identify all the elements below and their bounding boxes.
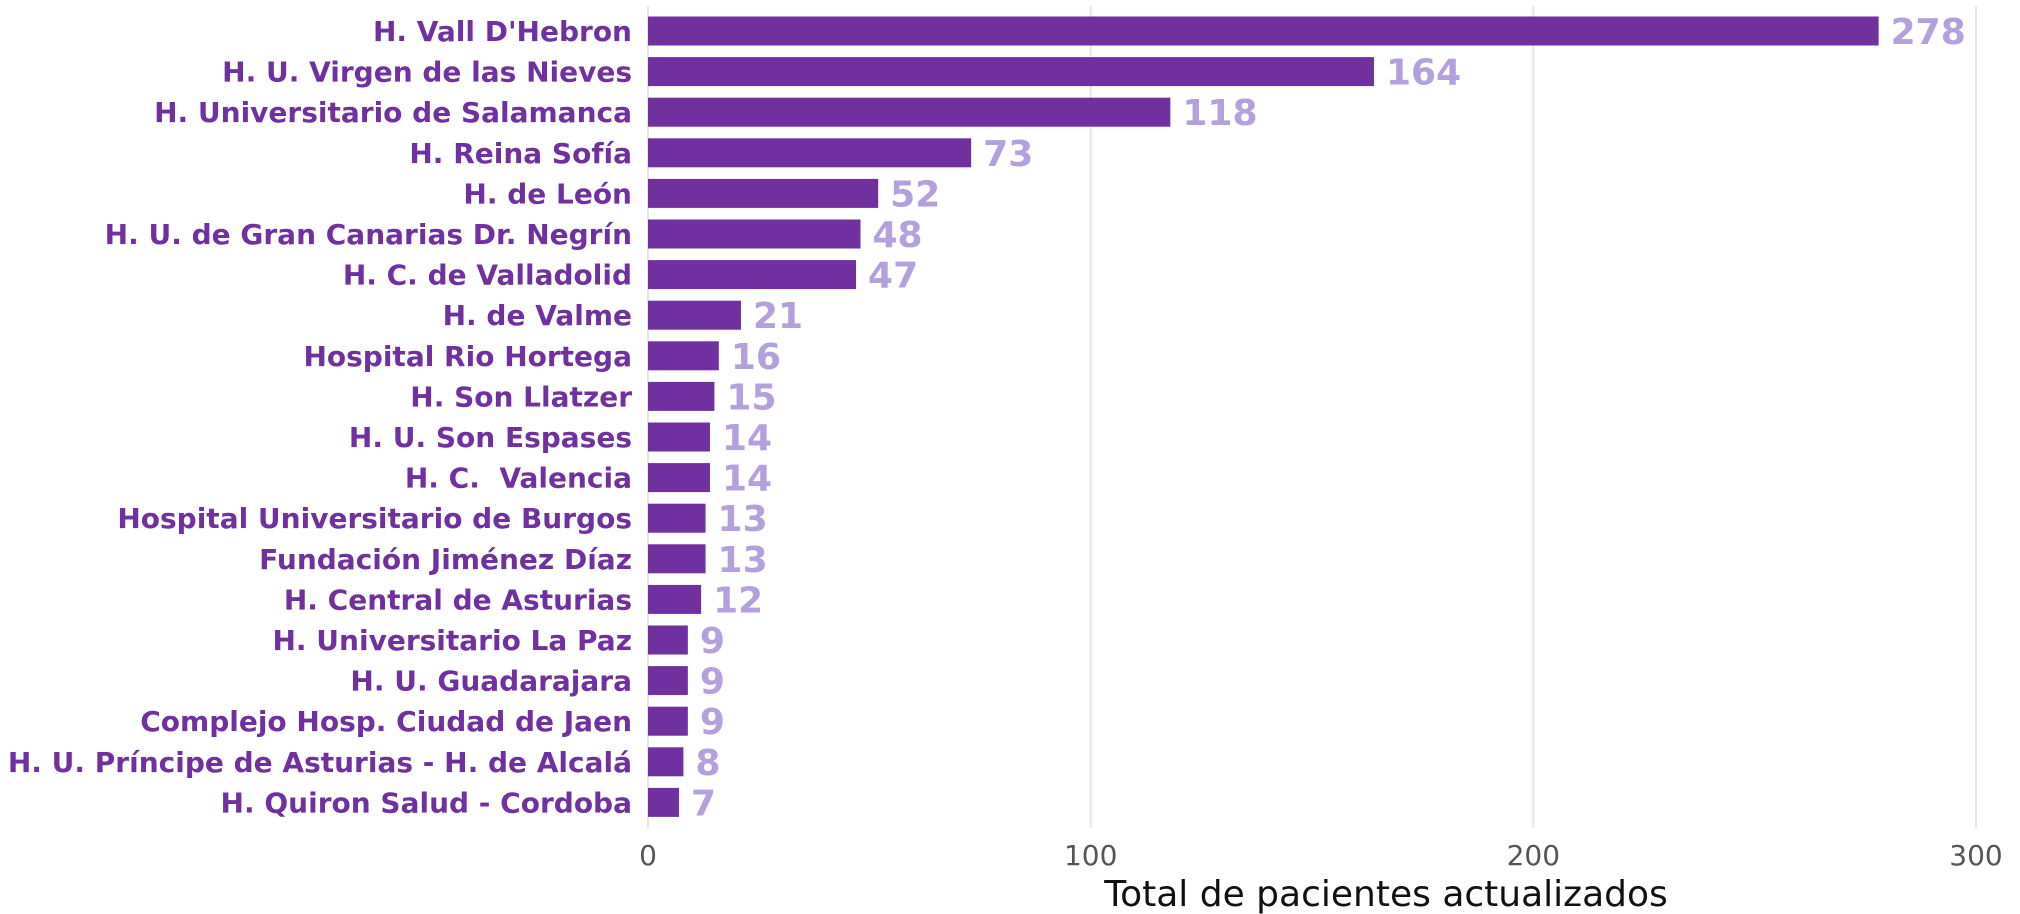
- category-label-2: H. Universitario de Salamanca: [154, 96, 632, 129]
- bar-9: [648, 381, 715, 411]
- category-label-18: H. U. Príncipe de Asturias - H. de Alcal…: [8, 746, 632, 779]
- bar-11: [648, 463, 710, 493]
- category-label-19: H. Quiron Salud - Cordoba: [221, 786, 632, 819]
- value-label-5: 48: [872, 215, 922, 256]
- x-tick-label-0: 0: [639, 839, 657, 872]
- category-label-7: H. de Valme: [443, 299, 632, 332]
- value-label-3: 73: [983, 134, 1033, 175]
- bar-2: [648, 97, 1171, 127]
- value-label-19: 7: [691, 783, 716, 824]
- x-tick-label-1: 100: [1064, 839, 1117, 872]
- category-label-14: H. Central de Asturias: [284, 583, 632, 616]
- value-label-13: 13: [718, 540, 768, 581]
- bars: [648, 16, 1879, 817]
- value-label-7: 21: [753, 296, 803, 337]
- bar-14: [648, 584, 702, 614]
- category-label-1: H. U. Virgen de las Nieves: [222, 56, 632, 89]
- value-label-1: 164: [1386, 53, 1461, 94]
- value-label-11: 14: [722, 459, 772, 500]
- bar-0: [648, 16, 1879, 46]
- bar-7: [648, 300, 741, 330]
- value-label-2: 118: [1182, 93, 1257, 134]
- category-label-5: H. U. de Gran Canarias Dr. Negrín: [105, 218, 632, 251]
- bar-15: [648, 625, 688, 655]
- labels: 0 100 200 300 H. Vall D'Hebron 278 H. U. Virge…: [8, 12, 2003, 872]
- bar-3: [648, 138, 972, 168]
- category-label-4: H. de León: [463, 177, 632, 210]
- category-label-11: H. C. Valencia: [405, 462, 632, 495]
- value-label-12: 13: [718, 499, 768, 540]
- value-label-16: 9: [700, 662, 725, 703]
- bar-8: [648, 341, 719, 371]
- bar-5: [648, 219, 861, 249]
- category-label-6: H. C. de Valladolid: [343, 259, 632, 292]
- bar-10: [648, 422, 710, 452]
- x-tick-label-2: 200: [1507, 839, 1560, 872]
- category-label-0: H. Vall D'Hebron: [373, 15, 632, 48]
- value-label-0: 278: [1891, 12, 1966, 53]
- bar-6: [648, 260, 857, 290]
- value-label-18: 8: [695, 743, 720, 784]
- bar-1: [648, 57, 1374, 87]
- bar-18: [648, 747, 684, 777]
- value-label-6: 47: [868, 256, 918, 297]
- value-label-8: 16: [731, 337, 781, 378]
- value-label-17: 9: [700, 702, 725, 743]
- category-label-9: H. Son Llatzer: [410, 380, 632, 413]
- bar-17: [648, 706, 688, 736]
- bar-19: [648, 787, 679, 817]
- category-label-16: H. U. Guadarajara: [350, 665, 632, 698]
- value-label-9: 15: [726, 377, 776, 418]
- category-label-10: H. U. Son Espases: [349, 421, 632, 454]
- bar-12: [648, 503, 706, 533]
- bar-13: [648, 544, 706, 574]
- value-label-14: 12: [713, 580, 763, 621]
- category-label-12: Hospital Universitario de Burgos: [117, 502, 632, 535]
- value-label-10: 14: [722, 418, 772, 459]
- x-tick-label-3: 300: [1949, 839, 2002, 872]
- category-label-3: H. Reina Sofía: [409, 137, 632, 170]
- value-label-15: 9: [700, 621, 725, 662]
- bar-16: [648, 666, 688, 696]
- bar-4: [648, 178, 879, 208]
- category-label-15: H. Universitario La Paz: [272, 624, 632, 657]
- x-axis-title: Total de pacientes actualizados: [1103, 874, 1668, 914]
- category-label-8: Hospital Rio Hortega: [303, 340, 632, 373]
- category-label-13: Fundación Jiménez Díaz: [259, 543, 632, 576]
- value-label-4: 52: [890, 174, 940, 215]
- grid-lines: [647, 6, 1977, 828]
- category-label-17: Complejo Hosp. Ciudad de Jaen: [140, 705, 632, 738]
